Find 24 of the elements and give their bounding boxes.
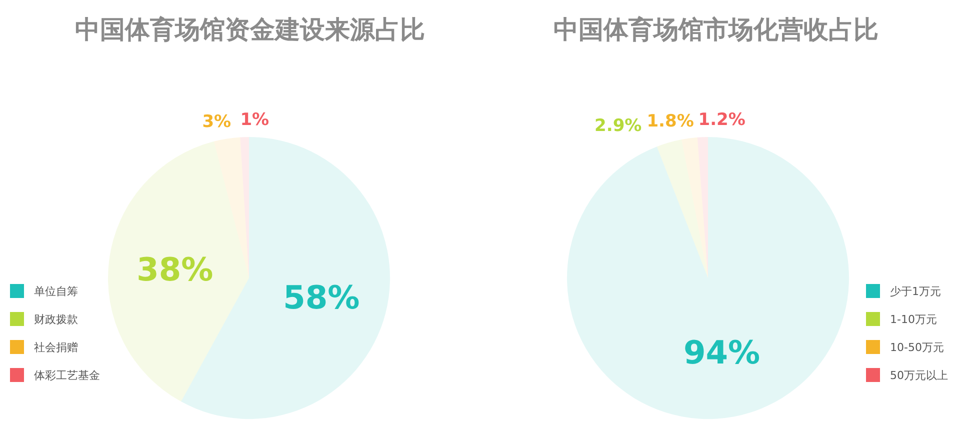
pie-slice (697, 137, 708, 278)
pie-slice (108, 141, 249, 402)
pie-slice (682, 137, 708, 278)
chart-title: 中国体育场馆资金建设来源占比 (75, 15, 425, 44)
legend-label: 1-10万元 (890, 313, 937, 326)
chart-title: 中国体育场馆市场化营收占比 (554, 15, 878, 44)
data-label: 58% (283, 278, 360, 317)
pie-slice (567, 137, 849, 419)
data-label: 2.9% (594, 116, 642, 136)
legend-label: 单位自筹 (34, 285, 78, 298)
data-label: 38% (136, 250, 214, 289)
legend-label: 少于1万元 (890, 285, 941, 298)
data-label: 1.8% (646, 111, 694, 132)
data-label: 1.2% (698, 110, 746, 130)
legend-label: 体彩工艺基金 (34, 369, 100, 382)
data-label: 1% (240, 110, 270, 130)
data-label: 94% (683, 333, 760, 372)
legend-label: 财政拨款 (34, 313, 78, 326)
data-label: 3% (202, 112, 232, 132)
pie-slice (656, 140, 708, 278)
legend-label: 10-50万元 (890, 341, 944, 354)
legend-label: 社会捐赠 (34, 341, 78, 354)
legend-label: 50万元以上 (890, 369, 948, 382)
pie-slice (214, 137, 249, 278)
